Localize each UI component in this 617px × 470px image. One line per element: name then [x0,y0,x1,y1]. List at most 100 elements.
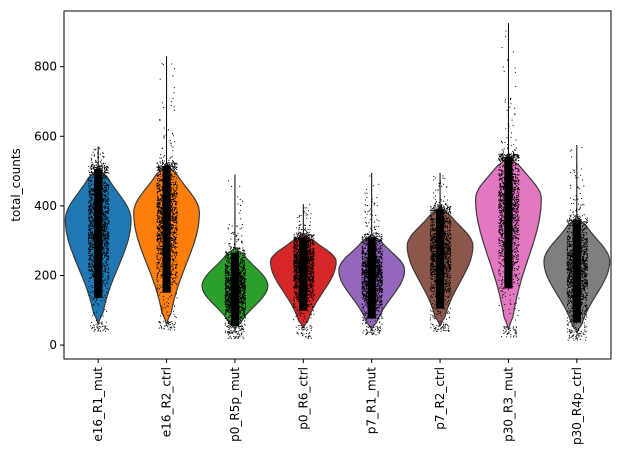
data-point [243,313,245,315]
data-point [88,238,90,240]
data-point [105,214,107,216]
data-point [224,324,226,326]
data-point [174,280,176,282]
data-point [160,210,162,212]
data-point [241,303,243,305]
data-point [89,230,91,232]
data-point [241,308,242,310]
data-point [176,229,178,231]
data-point [244,311,246,313]
data-point [103,165,105,167]
data-point [157,185,159,187]
data-point [88,236,89,238]
data-point [239,284,241,286]
data-point [161,199,163,201]
data-point [241,296,242,298]
data-point [90,179,92,181]
data-point [106,167,108,169]
data-point [175,166,177,168]
data-point [90,249,92,250]
data-point [103,299,105,301]
data-point [228,287,229,289]
data-point [240,297,242,298]
data-point [91,172,93,174]
data-point [161,254,163,256]
data-point [92,166,94,168]
data-point [167,328,169,330]
data-point [161,180,163,182]
data-point [174,193,176,195]
data-point [172,219,174,221]
data-point [225,296,227,298]
data-point [107,188,109,190]
data-point [93,266,95,267]
data-point [245,306,247,308]
data-point [240,325,242,327]
data-point [243,293,245,295]
data-point [240,305,242,307]
data-point [242,282,244,284]
data-point [158,321,160,322]
data-point [171,237,173,239]
data-point [228,280,230,282]
data-point [174,206,176,208]
data-point [90,212,92,214]
data-point [225,265,227,267]
data-point [102,227,104,228]
data-point [92,194,94,196]
data-point [312,242,314,244]
data-point [105,169,106,171]
data-point [229,302,231,304]
data-point [92,193,94,194]
data-point [157,188,159,189]
data-point [243,265,244,267]
data-point [159,325,161,327]
data-point [91,180,93,182]
data-point [171,203,173,205]
data-point [158,164,160,166]
data-point [174,245,176,247]
data-point [98,146,100,148]
data-point [238,276,240,278]
data-point [103,234,105,236]
data-point [156,185,158,187]
data-point [156,192,158,194]
data-point [93,276,95,277]
data-point [162,164,163,165]
data-point [104,224,106,226]
data-point [167,305,169,307]
data-point [107,242,109,244]
data-point [243,267,245,269]
data-point [92,239,94,241]
data-point [239,289,241,291]
data-point [226,254,227,256]
data-point [230,330,232,331]
data-point [157,168,159,170]
data-point [156,263,158,265]
data-point [227,331,229,333]
data-point [174,190,176,192]
data-point [158,242,160,244]
data-point [226,294,228,296]
data-point [226,288,228,290]
data-point [173,109,175,111]
data-point [293,289,295,291]
data-point [243,272,244,274]
data-point [172,216,174,218]
data-point [175,264,177,266]
data-point [244,265,246,267]
data-point [173,243,175,245]
data-point [160,157,162,159]
data-point [172,266,174,268]
data-point [157,175,158,177]
data-point [99,168,100,169]
data-point [237,337,239,339]
data-point [107,238,109,240]
data-point [159,224,161,226]
data-point [171,245,173,247]
data-point [238,321,240,323]
data-point [89,213,91,215]
data-point [243,295,245,297]
data-point [107,232,109,234]
